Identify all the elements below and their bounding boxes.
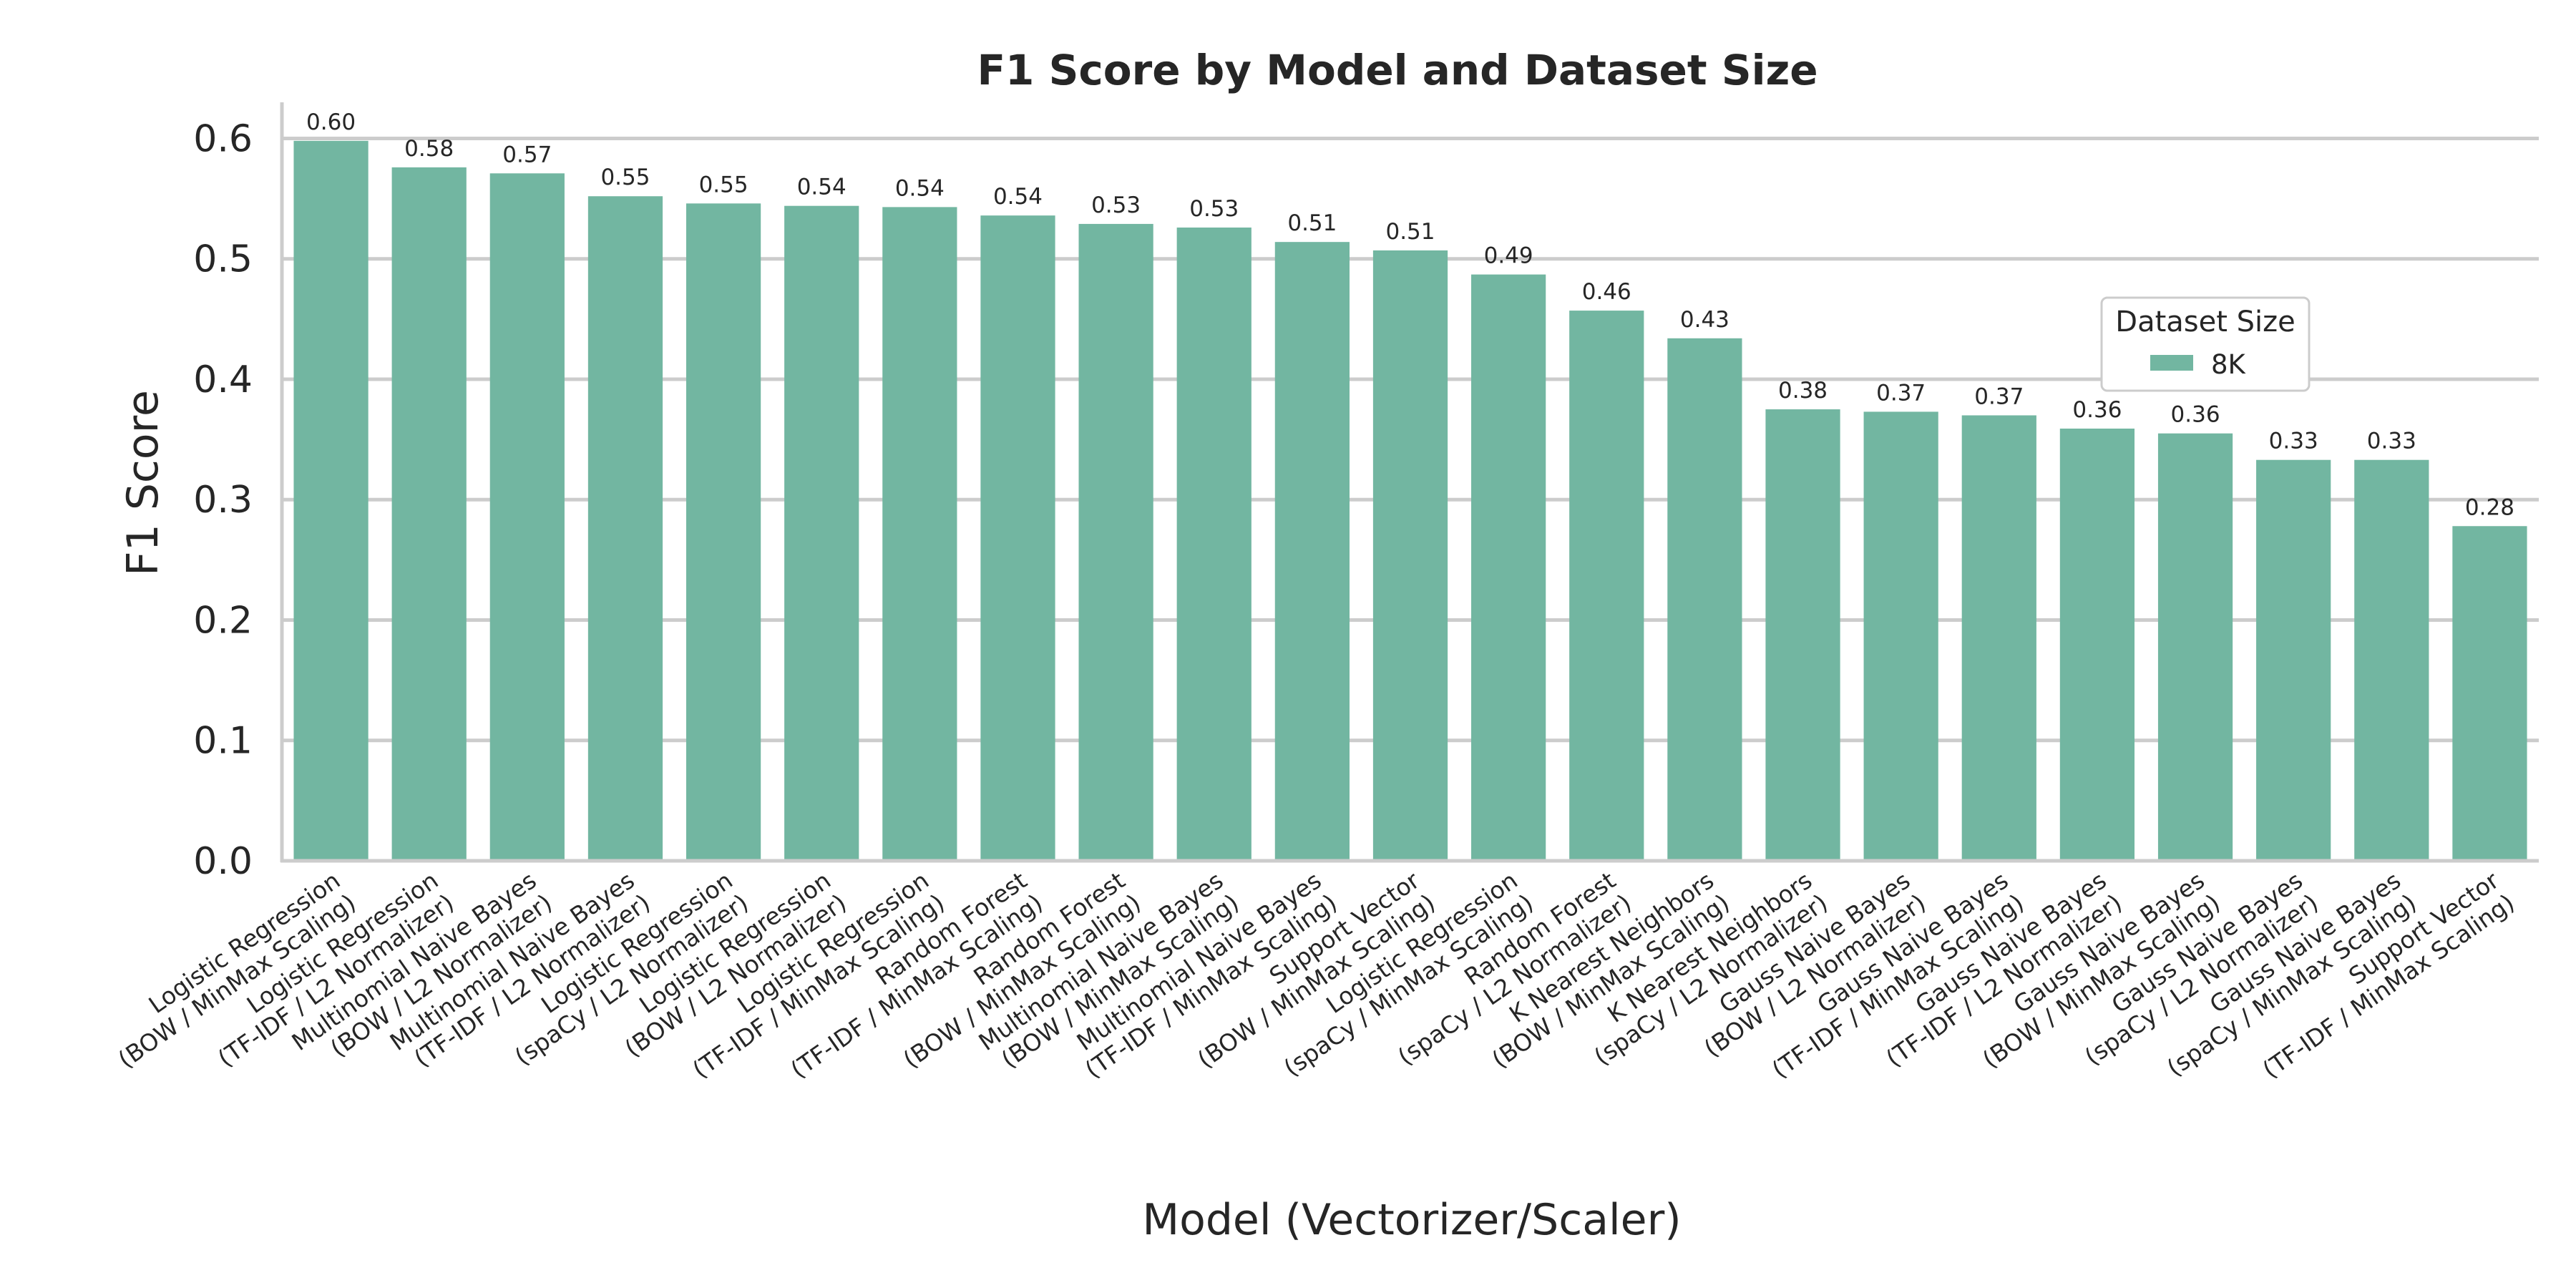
y-tick-label: 0.3 <box>193 479 253 522</box>
data-labels: 0.60 0.58 0.57 0.55 0.55 0.54 0.54 0.54 0.53 0.53… <box>306 109 2514 520</box>
data-label: 0.53 <box>1189 196 1239 222</box>
bar <box>1274 242 1350 862</box>
y-tick-label: 0.2 <box>193 599 253 642</box>
legend-title: Dataset Size <box>2115 306 2295 338</box>
data-label: 0.55 <box>699 172 748 197</box>
data-label: 0.43 <box>1680 307 1729 333</box>
bar <box>587 196 663 861</box>
data-label: 0.55 <box>600 165 650 190</box>
data-label: 0.53 <box>1091 192 1141 218</box>
bar <box>1078 223 1153 861</box>
legend-entry-label: 8K <box>2211 349 2247 380</box>
bar <box>2452 526 2527 861</box>
bar <box>1667 338 1742 861</box>
bar <box>489 173 565 861</box>
bar <box>1569 311 1644 862</box>
bar <box>293 140 369 862</box>
legend-swatch <box>2150 355 2193 371</box>
bar <box>1863 411 1938 861</box>
y-axis-label: F1 Score <box>118 390 168 576</box>
data-label: 0.58 <box>404 136 454 162</box>
data-label: 0.54 <box>895 175 945 201</box>
data-label: 0.51 <box>1385 219 1435 245</box>
data-label: 0.33 <box>2367 429 2416 454</box>
bar <box>391 167 467 861</box>
data-label: 0.46 <box>1582 279 1631 305</box>
data-label: 0.37 <box>1876 380 1926 406</box>
bar <box>1372 250 1448 861</box>
chart-title: F1 Score by Model and Dataset Size <box>977 46 1818 94</box>
y-tick-label: 0.0 <box>193 840 253 883</box>
bar <box>1471 274 1546 862</box>
data-label: 0.54 <box>993 184 1043 210</box>
data-label: 0.51 <box>1287 210 1337 236</box>
bar <box>686 203 761 861</box>
data-label: 0.49 <box>1484 243 1533 269</box>
x-axis-label: Model (Vectorizer/Scaler) <box>1142 1195 1681 1245</box>
y-tick-label: 0.6 <box>193 117 253 160</box>
data-label: 0.36 <box>2171 402 2220 428</box>
data-label: 0.54 <box>797 175 847 200</box>
y-tick-label: 0.5 <box>193 238 253 281</box>
data-label: 0.36 <box>2072 397 2122 423</box>
data-label: 0.33 <box>2269 429 2318 454</box>
x-tick-labels: Logistic Regression(BOW / MinMax Scaling… <box>113 866 2519 1083</box>
data-label: 0.28 <box>2465 494 2514 520</box>
bar <box>784 205 859 861</box>
bar <box>1961 415 2036 861</box>
y-tick-label: 0.1 <box>193 720 253 763</box>
bar <box>1176 227 1252 861</box>
data-label: 0.60 <box>306 109 356 135</box>
bar <box>980 215 1055 862</box>
bar <box>2157 433 2233 861</box>
y-tick-label: 0.4 <box>193 358 253 401</box>
bar <box>2059 428 2135 861</box>
bars <box>293 140 2527 862</box>
data-label: 0.57 <box>502 142 552 167</box>
y-tick-labels: 0.0 0.1 0.2 0.3 0.4 0.5 0.6 <box>193 117 253 883</box>
data-label: 0.37 <box>1974 384 2024 409</box>
data-label: 0.38 <box>1778 378 1828 404</box>
legend: Dataset Size 8K <box>2100 296 2311 392</box>
bar <box>1765 409 1840 861</box>
bar <box>882 207 957 861</box>
bar <box>2354 459 2429 861</box>
bar <box>2256 459 2331 861</box>
